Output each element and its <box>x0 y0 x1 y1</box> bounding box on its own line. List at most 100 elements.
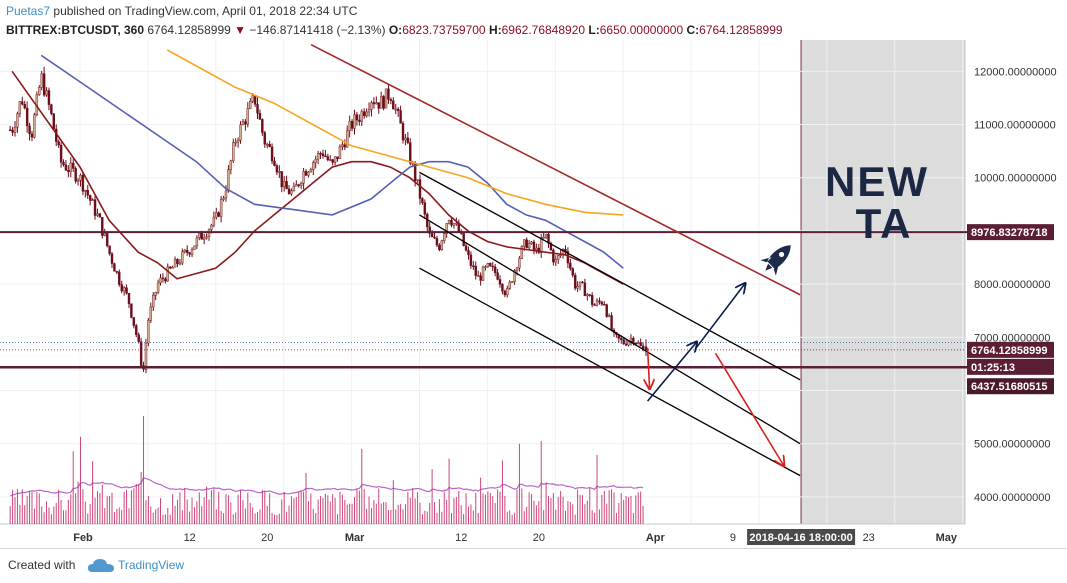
candle-body <box>309 169 313 173</box>
candle-body <box>164 278 167 282</box>
price-tick-label: 5000.00000000 <box>974 439 1050 451</box>
candle-body <box>258 113 262 120</box>
candle-body <box>210 224 213 230</box>
candle-body <box>113 263 116 272</box>
publisher-name[interactable]: Puetas7 <box>6 4 51 18</box>
candle-body <box>127 293 131 304</box>
last-price-tag: 6764.12858999 <box>971 345 1047 357</box>
candle-body <box>45 90 48 96</box>
candle-body <box>377 102 380 109</box>
resistance-trend-line <box>310 43 801 296</box>
candle-body <box>409 142 412 164</box>
candle-body <box>147 320 150 344</box>
time-tick-label: 20 <box>533 532 545 544</box>
time-tick-label: Mar <box>345 532 365 544</box>
candle-body <box>404 137 407 141</box>
candle-body <box>552 249 555 263</box>
candle-body <box>88 195 92 201</box>
candle-body <box>98 213 102 218</box>
candle-body <box>372 102 376 105</box>
candle-body <box>244 121 247 125</box>
time-tick-label: 12 <box>455 532 467 544</box>
candle-body <box>149 306 153 321</box>
candle-body <box>365 111 368 117</box>
candle-body <box>518 258 521 269</box>
candle-body <box>18 101 22 114</box>
candle-body <box>23 104 26 109</box>
candle-body <box>472 265 475 267</box>
candle-body <box>338 146 342 159</box>
candle-body <box>326 156 330 161</box>
candle-body <box>316 153 320 160</box>
candle-body <box>353 114 356 129</box>
candle-body <box>394 108 397 111</box>
tradingview-cloud-icon <box>88 559 114 572</box>
candle-body <box>139 341 143 366</box>
open-label: O: <box>388 23 403 37</box>
candle-body <box>595 300 599 306</box>
time-tick-label: 23 <box>863 532 875 544</box>
footer: Created with TradingView <box>0 548 1067 583</box>
candle-body <box>452 223 456 226</box>
candle-body <box>469 254 473 266</box>
candle-body <box>336 156 339 159</box>
candle-body <box>76 180 80 182</box>
candle-body <box>103 233 106 236</box>
candle-body <box>343 144 347 148</box>
candle-body <box>484 266 487 268</box>
time-tick-label: Feb <box>73 532 93 544</box>
candle-body <box>578 281 582 287</box>
candle-body <box>251 95 254 102</box>
candle-body <box>290 190 293 195</box>
candle-body <box>135 325 138 335</box>
candle-body <box>467 250 470 256</box>
level-low-tag-bg <box>967 378 1054 395</box>
crosshair-date-label: 2018-04-16 18:00:00 <box>749 532 852 544</box>
candle-body <box>586 294 589 297</box>
candle-body <box>8 129 12 132</box>
candle-body <box>52 113 56 130</box>
candle-body <box>396 108 400 111</box>
candle-body <box>33 114 36 138</box>
candle-body <box>319 153 322 155</box>
tradingview-link[interactable]: TradingView <box>118 558 185 572</box>
candle-body <box>544 233 548 238</box>
candle-body <box>59 144 63 163</box>
candle-body <box>302 171 305 184</box>
candle-body <box>355 114 359 121</box>
candle-body <box>285 181 288 190</box>
candle-body <box>273 160 276 166</box>
candle-body <box>428 226 431 234</box>
candle-body <box>173 259 177 268</box>
candle-body <box>229 160 233 170</box>
candle-body <box>57 141 60 146</box>
candle-body <box>620 338 623 340</box>
candle-body <box>440 240 444 251</box>
candle-body <box>156 282 160 293</box>
candle-body <box>600 301 604 305</box>
candle-body <box>222 197 225 200</box>
candle-body <box>16 113 19 128</box>
trend-channel-line <box>419 171 801 381</box>
price-tick-label: 12000.00000000 <box>974 66 1057 78</box>
candle-body <box>115 271 119 273</box>
candle-body <box>11 129 14 133</box>
future-area <box>801 40 965 524</box>
moving-average-orange <box>166 49 624 216</box>
candle-body <box>200 232 203 240</box>
candle-body <box>47 90 51 105</box>
candle-body <box>292 185 296 191</box>
candle-body <box>261 119 264 133</box>
candle-body <box>266 143 269 146</box>
candle-body <box>350 120 354 129</box>
countdown-tag-bg <box>967 358 1054 375</box>
candle-body <box>91 199 94 201</box>
candle-body <box>542 236 545 239</box>
candle-body <box>489 263 492 267</box>
candle-body <box>324 155 327 157</box>
candle-body <box>346 130 349 148</box>
level-low-tag: 6437.51680515 <box>971 381 1047 393</box>
close-label: C: <box>686 23 700 37</box>
candle-body <box>181 251 184 264</box>
